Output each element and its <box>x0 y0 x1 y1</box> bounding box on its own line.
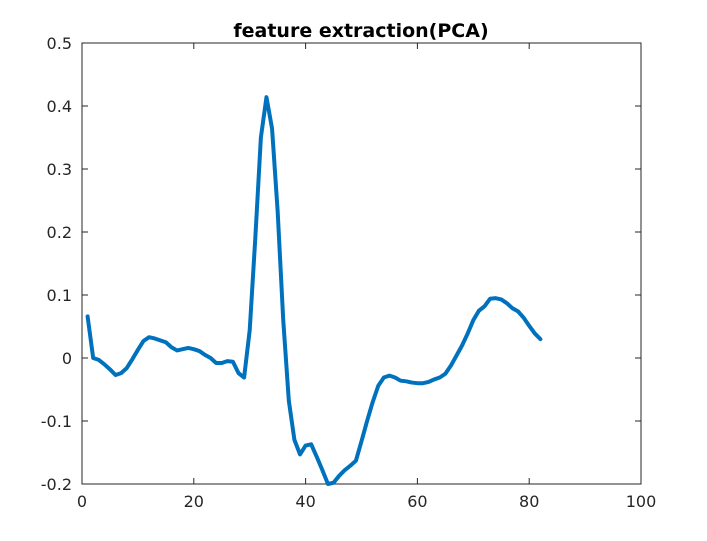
x-tick-label: 100 <box>626 492 657 511</box>
x-tick-label: 0 <box>77 492 87 511</box>
plot-area <box>81 42 642 485</box>
y-tick-label: 0 <box>62 349 72 368</box>
axes-box <box>81 42 642 485</box>
y-tick-label: 0.2 <box>47 223 72 242</box>
x-tick-label: 60 <box>407 492 427 511</box>
y-tick-label: -0.1 <box>41 412 72 431</box>
y-tick-label: 0.3 <box>47 160 72 179</box>
y-tick-label: 0.1 <box>47 286 72 305</box>
chart-title: feature extraction(PCA) <box>233 20 488 42</box>
x-tick-label: 20 <box>184 492 204 511</box>
series-group <box>85 95 543 486</box>
series-line <box>85 95 543 486</box>
x-tick-label: 80 <box>519 492 539 511</box>
y-tick-label: -0.2 <box>41 475 72 494</box>
x-tick-label: 40 <box>295 492 315 511</box>
y-tick-label: 0.5 <box>47 34 72 53</box>
y-tick-label: 0.4 <box>47 97 72 116</box>
tick-group: 0 20 40 60 80 100 -0.2 -0.1 0 0.1 0.2 0.3 0.4 0.5 <box>41 34 656 511</box>
